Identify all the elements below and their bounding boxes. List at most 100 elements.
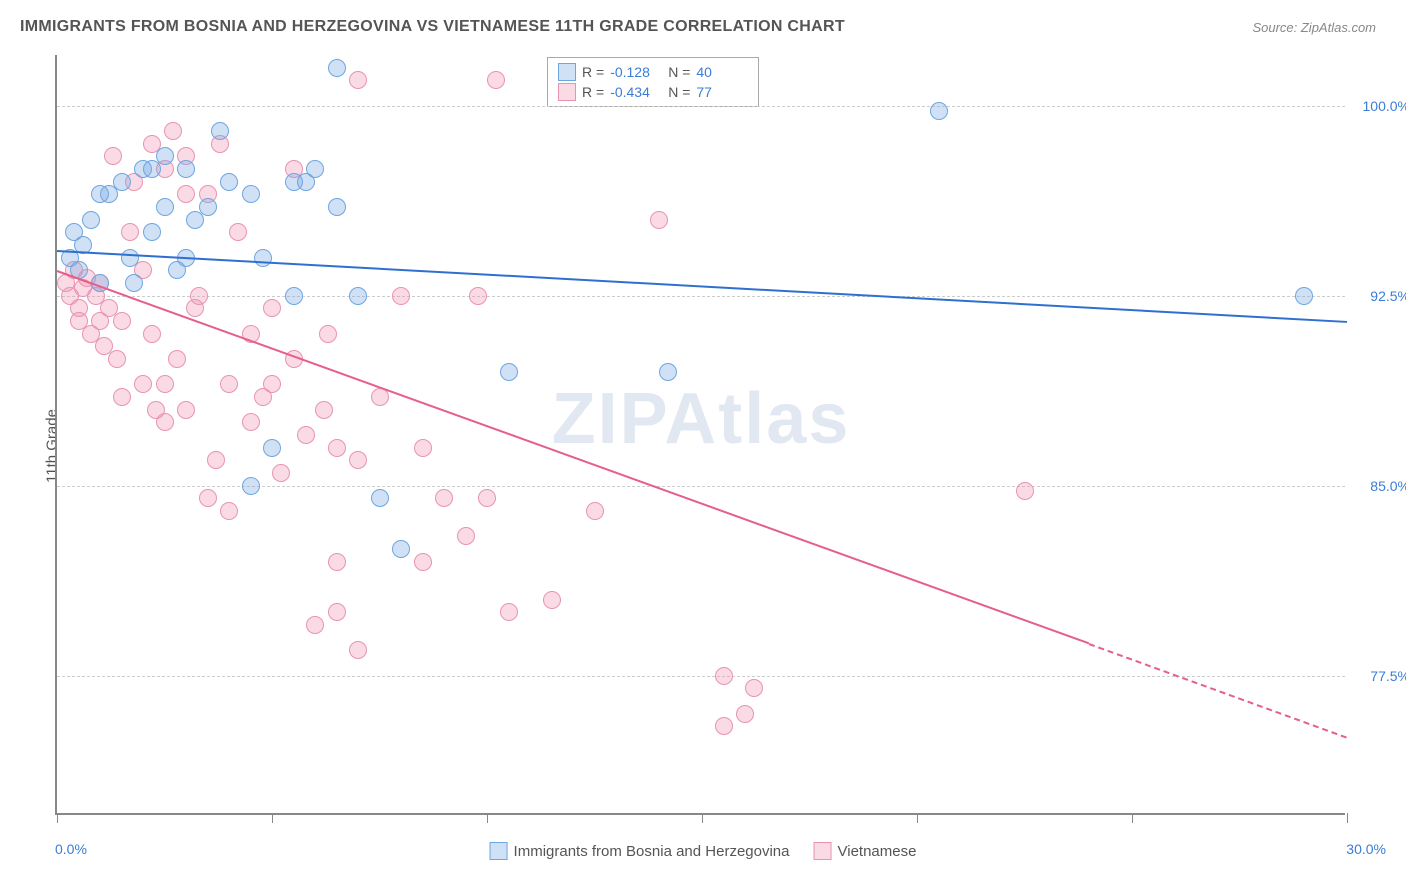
legend-item-b: Vietnamese [814, 842, 917, 860]
x-tick [272, 813, 273, 823]
scatter-point-a [220, 173, 238, 191]
scatter-point-b [306, 616, 324, 634]
chart-container: IMMIGRANTS FROM BOSNIA AND HERZEGOVINA V… [0, 0, 1406, 892]
stats-legend-box: R = -0.128 N = 40 R = -0.434 N = 77 [547, 57, 759, 107]
scatter-point-b [457, 527, 475, 545]
scatter-point-b [220, 375, 238, 393]
y-tick-label: 85.0% [1370, 478, 1406, 494]
scatter-point-b [543, 591, 561, 609]
y-tick-label: 100.0% [1363, 98, 1406, 114]
x-axis-min-label: 0.0% [55, 841, 87, 857]
swatch-a-icon [558, 63, 576, 81]
scatter-point-b [319, 325, 337, 343]
scatter-point-b [349, 641, 367, 659]
scatter-point-a [328, 198, 346, 216]
scatter-point-b [104, 147, 122, 165]
scatter-point-b [113, 312, 131, 330]
x-tick [57, 813, 58, 823]
scatter-point-b [469, 287, 487, 305]
plot-area: ZIPAtlas R = -0.128 N = 40 R = -0.434 N … [55, 55, 1345, 815]
scatter-point-a [500, 363, 518, 381]
scatter-point-b [487, 71, 505, 89]
x-axis-max-label: 30.0% [1346, 841, 1386, 857]
scatter-point-b [147, 401, 165, 419]
r-value-b: -0.434 [610, 84, 662, 100]
scatter-point-b [414, 553, 432, 571]
scatter-point-b [315, 401, 333, 419]
legend-swatch-b-icon [814, 842, 832, 860]
stats-row-b: R = -0.434 N = 77 [558, 82, 748, 102]
scatter-point-a [392, 540, 410, 558]
scatter-point-b [190, 287, 208, 305]
scatter-point-b [328, 553, 346, 571]
regression-line-b-extrapolated [1089, 643, 1348, 739]
x-tick [702, 813, 703, 823]
legend-swatch-a-icon [490, 842, 508, 860]
scatter-point-b [263, 375, 281, 393]
scatter-point-a [143, 160, 161, 178]
r-label: R = [582, 64, 604, 80]
scatter-point-b [108, 350, 126, 368]
scatter-point-a [242, 185, 260, 203]
scatter-point-b [229, 223, 247, 241]
scatter-point-b [164, 122, 182, 140]
scatter-point-a [659, 363, 677, 381]
scatter-point-a [371, 489, 389, 507]
scatter-point-b [414, 439, 432, 457]
scatter-point-b [715, 717, 733, 735]
scatter-point-a [113, 173, 131, 191]
x-tick [487, 813, 488, 823]
scatter-point-a [285, 287, 303, 305]
scatter-point-a [121, 249, 139, 267]
scatter-point-b [328, 603, 346, 621]
legend-bottom: Immigrants from Bosnia and Herzegovina V… [490, 842, 917, 860]
r-value-a: -0.128 [610, 64, 662, 80]
scatter-point-a [1295, 287, 1313, 305]
legend-label-b: Vietnamese [838, 843, 917, 860]
chart-title: IMMIGRANTS FROM BOSNIA AND HERZEGOVINA V… [20, 18, 845, 36]
x-tick [1347, 813, 1348, 823]
scatter-point-a [254, 249, 272, 267]
scatter-point-b [272, 464, 290, 482]
scatter-point-a [297, 173, 315, 191]
scatter-point-b [263, 299, 281, 317]
gridline [57, 106, 1345, 107]
n-label: N = [668, 84, 690, 100]
scatter-point-b [1016, 482, 1034, 500]
n-value-a: 40 [696, 64, 748, 80]
scatter-point-b [199, 489, 217, 507]
source-label: Source: ZipAtlas.com [1252, 20, 1376, 35]
scatter-point-b [478, 489, 496, 507]
y-tick-label: 92.5% [1370, 288, 1406, 304]
n-label: N = [668, 64, 690, 80]
scatter-point-b [435, 489, 453, 507]
scatter-point-a [328, 59, 346, 77]
regression-line-a [57, 250, 1347, 323]
scatter-point-b [207, 451, 225, 469]
scatter-point-b [297, 426, 315, 444]
scatter-point-b [177, 401, 195, 419]
scatter-point-b [328, 439, 346, 457]
scatter-point-a [82, 211, 100, 229]
legend-label-a: Immigrants from Bosnia and Herzegovina [514, 843, 790, 860]
scatter-point-b [134, 375, 152, 393]
scatter-point-a [156, 198, 174, 216]
scatter-point-a [125, 274, 143, 292]
scatter-point-a [199, 198, 217, 216]
stats-row-a: R = -0.128 N = 40 [558, 62, 748, 82]
scatter-point-a [930, 102, 948, 120]
y-tick-label: 77.5% [1370, 668, 1406, 684]
scatter-point-b [745, 679, 763, 697]
scatter-point-a [349, 287, 367, 305]
scatter-point-a [143, 223, 161, 241]
n-value-b: 77 [696, 84, 748, 100]
scatter-point-b [113, 388, 131, 406]
legend-item-a: Immigrants from Bosnia and Herzegovina [490, 842, 790, 860]
scatter-point-a [242, 477, 260, 495]
scatter-point-b [392, 287, 410, 305]
scatter-point-b [586, 502, 604, 520]
scatter-point-b [177, 185, 195, 203]
x-tick [917, 813, 918, 823]
scatter-point-b [736, 705, 754, 723]
scatter-point-b [349, 451, 367, 469]
